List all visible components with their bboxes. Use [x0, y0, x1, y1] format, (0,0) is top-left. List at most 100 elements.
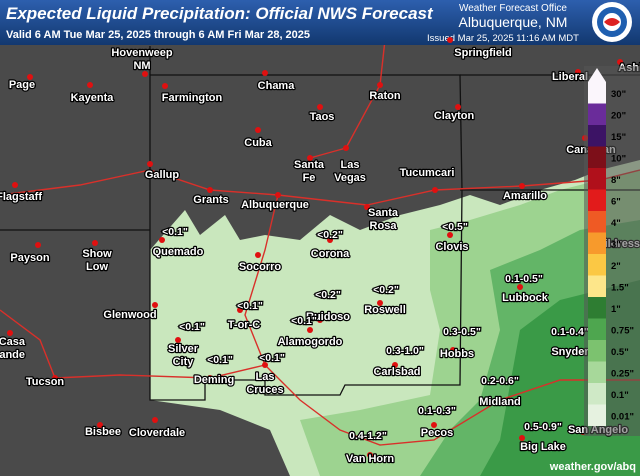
city-dot — [517, 284, 523, 290]
city-label: Bisbee — [85, 426, 121, 438]
city-label: Corona — [311, 248, 350, 260]
city-label: Las — [341, 159, 360, 171]
legend-swatch — [588, 383, 606, 405]
legend-swatch — [588, 146, 606, 168]
city-dot — [237, 307, 243, 313]
city-label: Gallup — [145, 169, 180, 181]
city-label: Fe — [303, 172, 316, 184]
precip-amount: <0.1" — [259, 352, 285, 364]
city-label: Van Horn — [346, 453, 395, 465]
amount-layer: <0.1" <0.1" <0.1" <0.1" <0.1" <0.1" <0.2" <0.2"… — [161, 220, 590, 444]
city-dot — [497, 397, 503, 403]
precip-amount: 0.1-0.4" — [551, 326, 589, 338]
precip-amount: <0.1" — [291, 315, 317, 327]
legend-label: 2" — [611, 261, 621, 272]
city-dot — [317, 104, 323, 110]
city-dot — [162, 83, 168, 89]
footer-url: weather.gov/abq — [549, 461, 636, 473]
city-label: Kayenta — [71, 92, 115, 104]
title: Expected Liquid Precipitation: Official … — [6, 4, 434, 23]
legend-label: 4" — [611, 218, 621, 229]
city-label: Roswell — [364, 304, 406, 316]
city-label: Grants — [193, 194, 228, 206]
legend-swatch — [588, 103, 606, 125]
city-label: Springfield — [454, 47, 511, 59]
city-dot — [142, 71, 148, 77]
city-label: Raton — [369, 90, 400, 102]
city-dot — [159, 237, 165, 243]
precip-amount: <0.1" — [237, 300, 263, 312]
legend-arrow — [588, 68, 606, 82]
boundaries — [0, 46, 640, 401]
city-dot — [92, 240, 98, 246]
city-label: Alamogordo — [278, 336, 343, 348]
city-dot — [432, 187, 438, 193]
legend-label: 8" — [611, 175, 621, 186]
city-label: Hovenweep — [111, 47, 172, 59]
city-label: Tucumcari — [400, 167, 455, 179]
city-label: Ruidoso — [306, 311, 350, 323]
city-dot — [207, 187, 213, 193]
precip-amount: <0.2" — [373, 284, 399, 296]
city-label: Socorro — [239, 261, 281, 273]
city-label: NM — [133, 60, 150, 72]
city-label: Silver — [168, 343, 199, 355]
city-dot — [519, 183, 525, 189]
legend-label: 1" — [611, 304, 621, 315]
city-dot — [262, 362, 268, 368]
legend-swatch — [588, 211, 606, 233]
city-label: Cruces — [246, 384, 283, 396]
legend-label: 0.75" — [611, 326, 634, 337]
city-dot — [27, 74, 33, 80]
header-bar — [0, 0, 640, 45]
city-dot — [575, 69, 581, 75]
city-label: Payson — [10, 252, 49, 264]
nws-logo — [592, 2, 632, 42]
legend-label: 0.25" — [611, 369, 634, 380]
city-dot — [147, 161, 153, 167]
city-dot — [7, 330, 13, 336]
legend-swatch — [588, 404, 606, 426]
city-label: Albuquerque — [241, 199, 309, 211]
city-dot — [327, 237, 333, 243]
city-dot — [255, 252, 261, 258]
city-label: Cuba — [244, 137, 272, 149]
precip-amount: 0.1-0.5" — [505, 273, 543, 285]
legend-swatch — [588, 232, 606, 254]
city-label: Lubbock — [502, 292, 549, 304]
city-dot — [152, 302, 158, 308]
precip-amount: <0.5" — [442, 221, 468, 233]
city-dot — [450, 347, 456, 353]
precip-amount: <0.1" — [162, 226, 188, 238]
city-dot — [364, 204, 370, 210]
roads — [0, 39, 640, 446]
city-dot — [431, 422, 437, 428]
city-label: Grande — [0, 349, 25, 361]
city-label: Vegas — [334, 172, 366, 184]
legend-label: 6" — [611, 197, 621, 208]
precip-amount: 0.4-1.2" — [349, 430, 387, 442]
city-label: Casa — [0, 336, 26, 348]
city-label: Low — [86, 261, 108, 273]
city-dot — [343, 145, 349, 151]
precip-amount: 0.1-0.3" — [418, 405, 456, 417]
city-label: Las — [256, 371, 275, 383]
city-label: Santa — [368, 207, 399, 219]
city-dot — [519, 435, 525, 441]
city-label: Big Lake — [520, 441, 566, 453]
legend-swatch — [588, 125, 606, 147]
city-dot — [367, 452, 373, 458]
city-label: Flagstaff — [0, 191, 42, 203]
legend-label: 20" — [611, 111, 626, 122]
city-label: Midland — [479, 396, 521, 408]
city-dot — [392, 362, 398, 368]
city-label: Page — [9, 79, 35, 91]
precip-amount: <0.1" — [207, 354, 233, 366]
city-dot — [307, 327, 313, 333]
issued: Issued Mar 25, 2025 11:16 AM MDT — [427, 33, 579, 44]
precip-amount: 0.3-0.5" — [443, 326, 481, 338]
city-label: Clovis — [435, 241, 468, 253]
office-city: Albuquerque, NM — [459, 14, 568, 30]
city-label: City — [173, 356, 195, 368]
